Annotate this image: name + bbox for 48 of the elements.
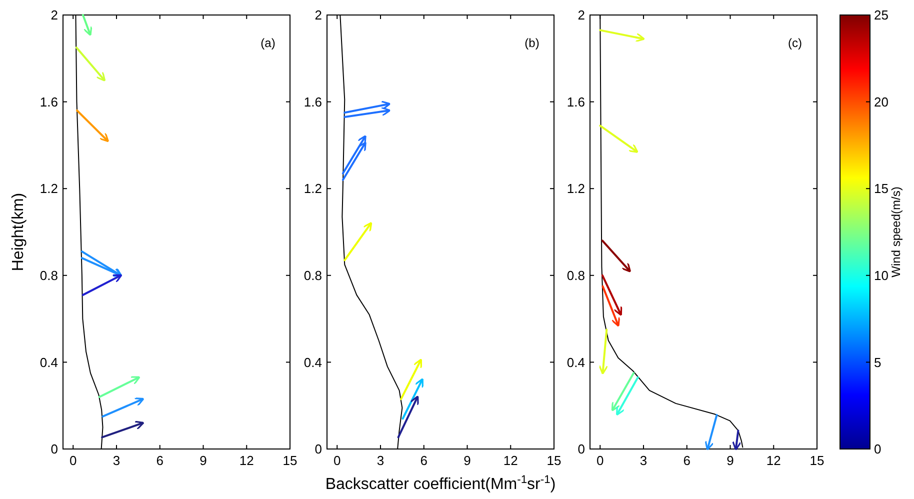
x-tick-label: 15 — [546, 453, 562, 468]
y-tick-label: 2 — [578, 8, 585, 23]
y-tick-label: 1.6 — [40, 94, 58, 110]
x-axis-title: Backscatter coefficient(Mm$^{-1}$sr$^{-1}$) — [325, 474, 556, 493]
y-tick-label: 2 — [314, 8, 322, 23]
color-bar-label: 20 — [874, 94, 888, 110]
y-tick-label: 0.8 — [304, 268, 322, 283]
color-bar-label: 5 — [874, 354, 882, 370]
color-bar-label: 15 — [874, 181, 888, 196]
annotation: (b) — [524, 36, 540, 50]
color-bar-label: 25 — [874, 8, 888, 23]
x-tick-label: 0 — [334, 453, 341, 468]
x-tick-label: 6 — [683, 453, 690, 468]
color-bar-title: Wind speed(m/s) — [889, 186, 903, 278]
annotation: (c) — [788, 36, 802, 50]
y-tick-label: 2 — [50, 8, 58, 23]
y-tick-label: 0.4 — [40, 354, 58, 370]
y-tick-label: 0.8 — [40, 268, 58, 283]
x-tick-label: 6 — [420, 453, 428, 468]
y-tick-label: 1.2 — [40, 181, 58, 196]
x-tick-label: 3 — [112, 453, 120, 468]
x-tick-label: 12 — [239, 453, 254, 468]
x-tick-label: 12 — [766, 453, 781, 468]
x-tick-label: 0 — [70, 453, 77, 468]
y-tick-label: 1.2 — [566, 181, 585, 196]
y-tick-label: 1.6 — [566, 94, 585, 110]
y-axis-title: Height(km) — [10, 192, 27, 272]
x-tick-label: 15 — [282, 453, 298, 468]
color-bar-label: 10 — [874, 268, 888, 283]
x-tick-label: 12 — [503, 453, 518, 468]
x-tick-label: 9 — [726, 453, 734, 468]
annotation: (a) — [260, 36, 276, 50]
x-tick-label: 15 — [810, 453, 824, 468]
x-tick-label: 0 — [596, 453, 604, 468]
x-tick-label: 9 — [464, 453, 471, 468]
x-tick-label: 6 — [156, 453, 164, 468]
y-tick-label: 0.8 — [566, 268, 585, 283]
y-tick-label: 1.6 — [304, 94, 322, 110]
color-bar-label: 0 — [874, 442, 882, 457]
y-tick-label: 0 — [314, 442, 322, 457]
x-tick-label: 9 — [200, 453, 207, 468]
y-tick-label: 0 — [578, 442, 585, 457]
x-tick-label: 3 — [640, 453, 648, 468]
x-tick-label: 3 — [376, 453, 384, 468]
y-tick-label: 1.2 — [304, 181, 322, 196]
y-tick-label: 0.4 — [566, 354, 585, 370]
y-tick-label: 0.4 — [304, 354, 322, 370]
y-tick-label: 0 — [50, 442, 58, 457]
